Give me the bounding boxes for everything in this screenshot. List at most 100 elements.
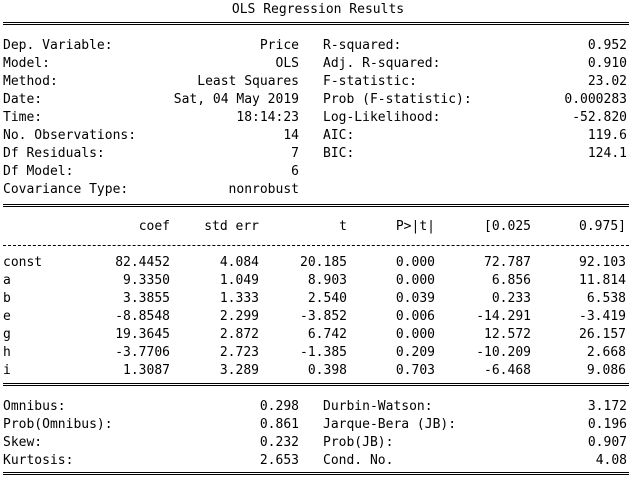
coef-row-name: h (3, 345, 11, 360)
coef-header-cell: [0.025 (484, 219, 531, 234)
summary-left-label: Time: (3, 110, 43, 125)
summary-right-label: Adj. R-squared: (323, 56, 441, 71)
diag-right-value: 4.08 (595, 453, 627, 468)
coef-row-name: e (3, 309, 11, 324)
coef-cell: 6.856 (491, 273, 531, 288)
summary-right-label: F-statistic: (323, 74, 417, 89)
coef-row-name: b (3, 291, 11, 306)
coef-cell: 8.903 (307, 273, 347, 288)
coef-cell: 0.039 (395, 291, 435, 306)
coef-cell: 9.3350 (123, 273, 170, 288)
summary-right-value: 0.952 (587, 38, 627, 53)
rule-bottom (3, 472, 629, 475)
coef-cell: -1.385 (300, 345, 347, 360)
coef-cell: 0.000 (395, 255, 435, 270)
coef-cell: 26.157 (579, 327, 626, 342)
summary-left-label: Model: (3, 56, 50, 71)
diag-left-value: 0.861 (259, 417, 299, 432)
coef-cell: 0.000 (395, 273, 435, 288)
summary-left-value: nonrobust (228, 182, 299, 197)
rule-coef-header (3, 245, 629, 246)
summary-left-value: 6 (291, 164, 299, 179)
coef-cell: 2.872 (219, 327, 259, 342)
diag-left-label: Kurtosis: (3, 453, 74, 468)
coef-cell: 2.299 (219, 309, 259, 324)
coef-cell: 12.572 (484, 327, 531, 342)
coef-cell: 1.3087 (123, 363, 170, 378)
coef-cell: 19.3645 (115, 327, 170, 342)
coef-header-cell: std err (204, 219, 259, 234)
summary-left-value: 18:14:23 (236, 110, 299, 125)
coef-cell: 0.398 (307, 363, 347, 378)
summary-right-label: BIC: (323, 146, 355, 161)
summary-right-value: 119.6 (587, 128, 627, 143)
coef-cell: -3.419 (579, 309, 626, 324)
rule-top (3, 22, 629, 25)
coef-row-name: const (3, 255, 43, 270)
coef-cell: 92.103 (579, 255, 626, 270)
summary-right-value: 0.910 (587, 56, 627, 71)
coef-cell: 3.289 (219, 363, 259, 378)
summary-left-value: 7 (291, 146, 299, 161)
coef-cell: -8.8548 (115, 309, 170, 324)
diag-left-value: 0.298 (259, 399, 299, 414)
diag-left-value: 0.232 (259, 435, 299, 450)
summary-left-label: Df Model: (3, 164, 74, 179)
summary-right-value: -52.820 (572, 110, 627, 125)
coef-cell: 0.006 (395, 309, 435, 324)
diag-left-label: Omnibus: (3, 399, 66, 414)
coef-cell: 11.814 (579, 273, 626, 288)
coef-cell: 2.540 (307, 291, 347, 306)
coef-cell: 6.742 (307, 327, 347, 342)
coef-cell: -14.291 (476, 309, 531, 324)
summary-left-label: Method: (3, 74, 58, 89)
diag-left-value: 2.653 (259, 453, 299, 468)
diag-right-value: 3.172 (587, 399, 627, 414)
coef-cell: 4.084 (219, 255, 259, 270)
coef-cell: -10.209 (476, 345, 531, 360)
diag-right-value: 0.907 (587, 435, 627, 450)
rule-summary-bottom (3, 204, 629, 207)
diag-right-label: Jarque-Bera (JB): (323, 417, 457, 432)
summary-left-value: Price (259, 38, 299, 53)
summary-right-label: AIC: (323, 128, 355, 143)
coef-header-cell: t (339, 219, 347, 234)
coef-cell: 9.086 (586, 363, 626, 378)
summary-right-value: 23.02 (587, 74, 627, 89)
rule-coef-bottom (3, 383, 629, 386)
summary-right-label: Log-Likelihood: (323, 110, 441, 125)
summary-left-label: Dep. Variable: (3, 38, 113, 53)
diag-right-value: 0.196 (587, 417, 627, 432)
diag-right-label: Cond. No. (323, 453, 394, 468)
diag-left-label: Prob(Omnibus): (3, 417, 113, 432)
summary-left-value: 14 (283, 128, 299, 143)
summary-left-label: Date: (3, 92, 43, 107)
summary-right-value: 124.1 (587, 146, 627, 161)
coef-cell: 20.185 (300, 255, 347, 270)
report-title: OLS Regression Results (231, 2, 405, 17)
coef-cell: 82.4452 (115, 255, 170, 270)
summary-left-value: Least Squares (197, 74, 299, 89)
coef-header-cell: P>|t| (395, 219, 435, 234)
diag-right-label: Prob(JB): (323, 435, 394, 450)
coef-cell: -3.7706 (115, 345, 170, 360)
summary-right-label: Prob (F-statistic): (323, 92, 472, 107)
coef-cell: 1.333 (219, 291, 259, 306)
coef-header-cell: 0.975] (579, 219, 626, 234)
summary-left-value: OLS (275, 56, 299, 71)
coef-cell: 72.787 (484, 255, 531, 270)
summary-left-label: Df Residuals: (3, 146, 105, 161)
coef-row-name: i (3, 363, 11, 378)
summary-left-label: Covariance Type: (3, 182, 129, 197)
coef-cell: 2.668 (586, 345, 626, 360)
coef-row-name: a (3, 273, 11, 288)
coef-cell: 2.723 (219, 345, 259, 360)
coef-cell: 0.233 (491, 291, 531, 306)
coef-cell: 3.3855 (123, 291, 170, 306)
summary-left-label: No. Observations: (3, 128, 137, 143)
diag-left-label: Skew: (3, 435, 43, 450)
coef-header-cell: coef (138, 219, 170, 234)
coef-cell: 1.049 (219, 273, 259, 288)
diag-right-label: Durbin-Watson: (323, 399, 433, 414)
coef-cell: 0.703 (395, 363, 435, 378)
